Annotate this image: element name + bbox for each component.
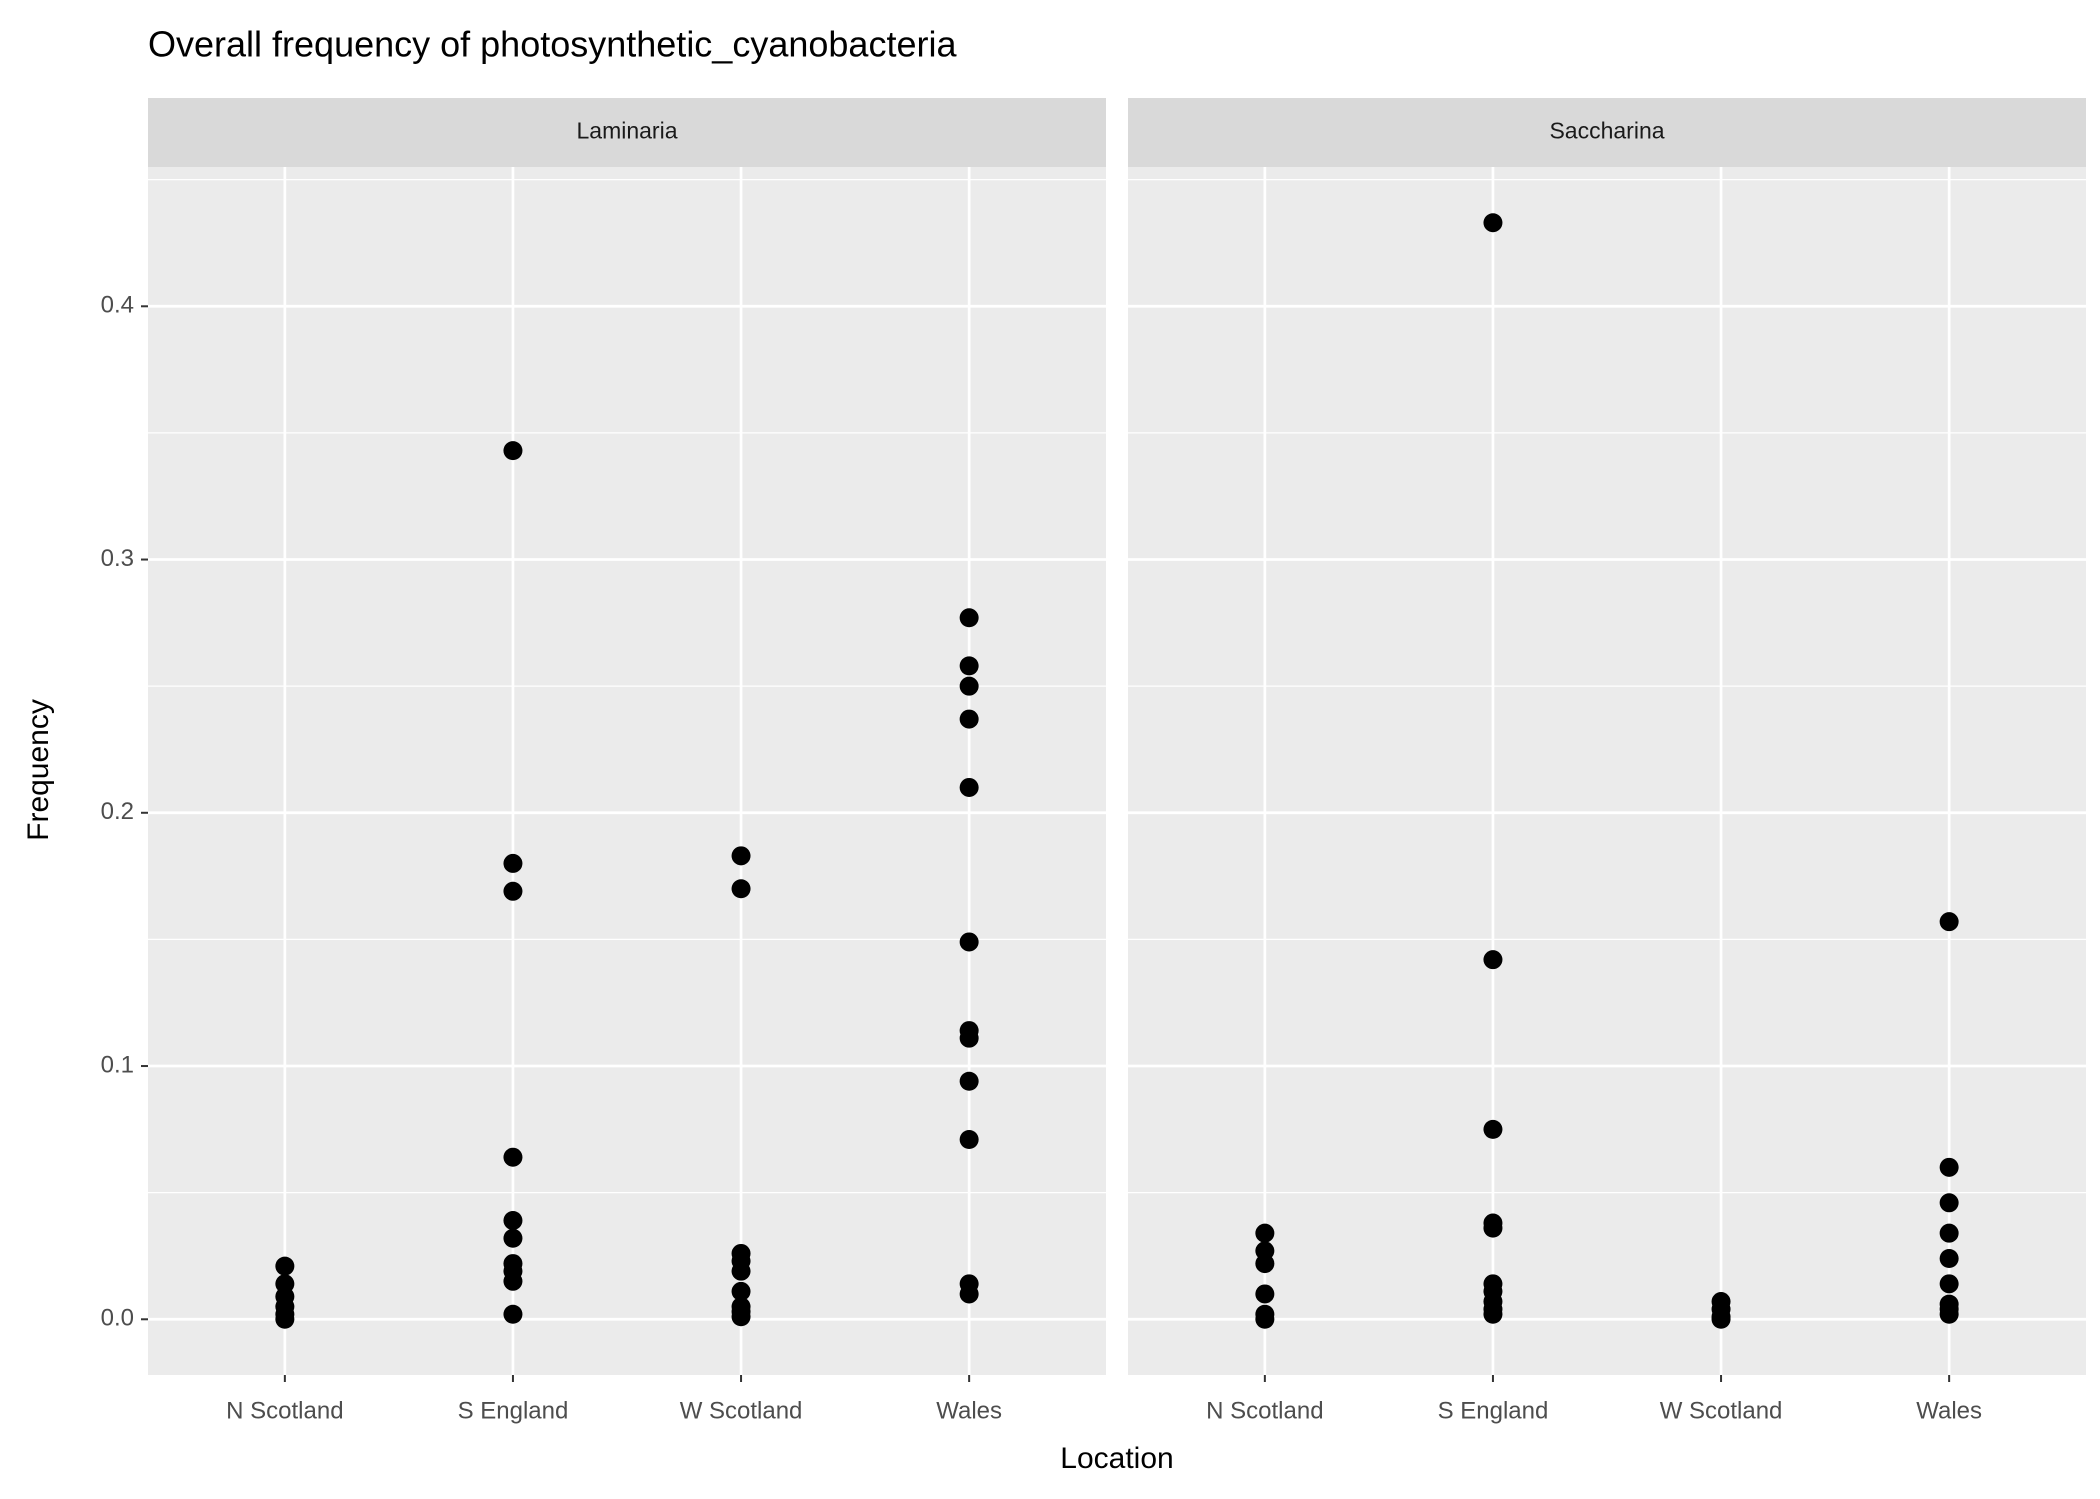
point [959, 608, 979, 628]
point [731, 879, 751, 899]
point [1939, 1274, 1959, 1294]
x-axis-title: Location [1060, 1442, 1173, 1475]
point [503, 881, 523, 901]
x-tick-label: Wales [936, 1397, 1002, 1424]
y-tick-label: 0.4 [101, 292, 134, 319]
x-tick-label: N Scotland [1206, 1397, 1323, 1424]
point [959, 1129, 979, 1149]
point [1939, 1157, 1959, 1177]
point [731, 1307, 751, 1327]
point [503, 1228, 523, 1248]
point [1483, 950, 1503, 970]
point [959, 709, 979, 729]
point [1483, 213, 1503, 233]
panel-background [1128, 167, 2086, 1375]
x-tick-label: W Scotland [680, 1397, 803, 1424]
point [1939, 1223, 1959, 1243]
strip [148, 98, 1106, 167]
point [731, 1261, 751, 1281]
point [1939, 1304, 1959, 1324]
point [1939, 912, 1959, 932]
point [731, 846, 751, 866]
point [503, 853, 523, 873]
point [503, 441, 523, 461]
x-tick-label: N Scotland [226, 1397, 343, 1424]
point [503, 1147, 523, 1167]
chart-title: Overall frequency of photosynthetic_cyan… [148, 24, 957, 65]
point [959, 676, 979, 696]
point [959, 1071, 979, 1091]
x-tick-label: W Scotland [1660, 1397, 1783, 1424]
x-tick-label: S England [458, 1397, 569, 1424]
x-tick-label: Wales [1916, 1397, 1982, 1424]
x-tick-label: S England [1438, 1397, 1549, 1424]
point [959, 1028, 979, 1048]
strip-label: Saccharina [1549, 118, 1664, 144]
point [1483, 1304, 1503, 1324]
point [959, 777, 979, 797]
point [275, 1256, 295, 1276]
point [1939, 1249, 1959, 1269]
point [1939, 1193, 1959, 1213]
point [1255, 1254, 1275, 1274]
point [959, 656, 979, 676]
y-tick-label: 0.3 [101, 545, 134, 572]
point [959, 932, 979, 952]
y-tick-label: 0.0 [101, 1305, 134, 1332]
strip [1128, 98, 2086, 167]
point [1711, 1309, 1731, 1329]
point [731, 1281, 751, 1301]
point [1255, 1223, 1275, 1243]
point [503, 1304, 523, 1324]
point [503, 1211, 523, 1231]
point [1255, 1284, 1275, 1304]
y-tick-label: 0.2 [101, 798, 134, 825]
point [959, 1284, 979, 1304]
point [1483, 1218, 1503, 1238]
panel-background [148, 167, 1106, 1375]
point [503, 1271, 523, 1291]
point [275, 1309, 295, 1329]
y-tick-label: 0.1 [101, 1051, 134, 1078]
point [1483, 1119, 1503, 1139]
y-axis-title: Frequency [22, 699, 55, 841]
strip-label: Laminaria [577, 118, 678, 144]
point [1255, 1309, 1275, 1329]
